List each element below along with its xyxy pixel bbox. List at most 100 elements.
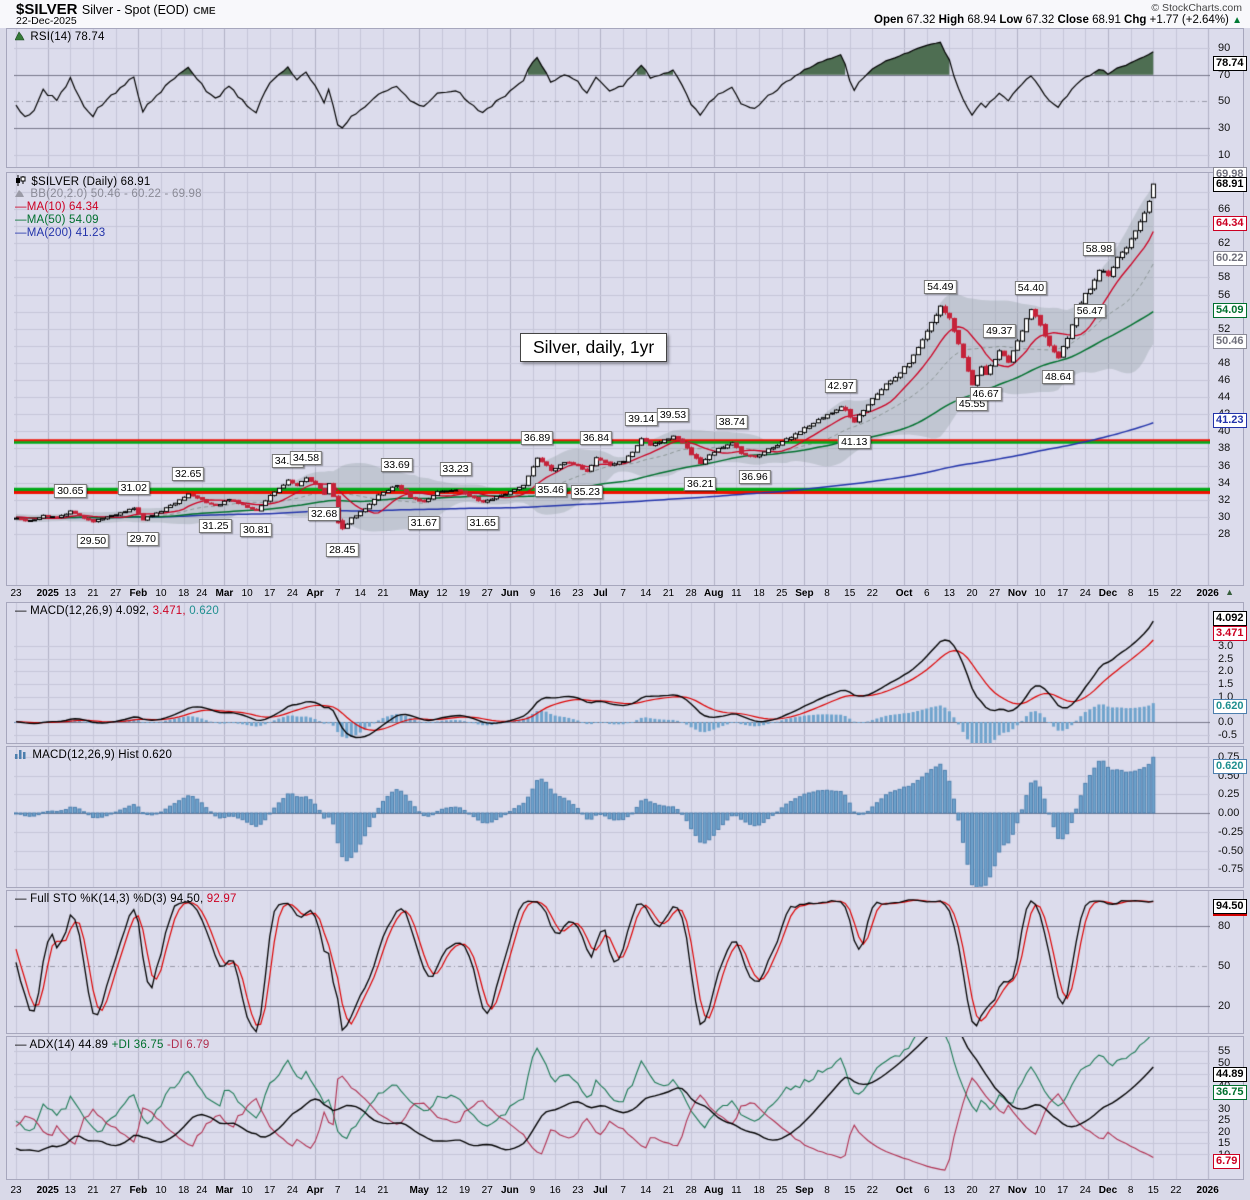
date-label: 10 — [155, 588, 167, 599]
rsi-axis: 90 70 50 30 10 78.74 — [1211, 29, 1247, 167]
date-label: Sep — [795, 588, 814, 599]
date-label: 2026 — [1196, 1185, 1219, 1196]
date-label: 22 — [1170, 588, 1182, 599]
ohlc-quote: Open 67.32 High 68.94 Low 67.32 Close 68… — [874, 14, 1242, 26]
date-label: 13 — [943, 1185, 955, 1196]
axis-tick-label: 1.5 — [1218, 677, 1234, 690]
date-axis-top: 23 2025 13 21 27 Feb 10 18 24 Mar 10 17 24 Apr 7 14 21 Ma… — [6, 587, 1244, 601]
axis-tick-label: 58 — [1218, 271, 1231, 284]
chart-date: 22-Dec-2025 — [16, 15, 77, 27]
axis-tick-label: 28 — [1218, 528, 1231, 540]
axis-tick-label: 48 — [1218, 356, 1231, 369]
axis-tick-label: 30 — [1218, 1102, 1231, 1115]
date-label: Oct — [895, 588, 913, 599]
axis-tick-label: 30 — [1218, 510, 1231, 523]
adx-plot-canvas[interactable] — [14, 1037, 1210, 1179]
date-label: 18 — [178, 1185, 190, 1196]
symbol: $SILVER — [16, 1, 78, 18]
date-label: 18 — [178, 588, 190, 599]
date-label: 24 — [286, 588, 298, 599]
axis-callout: 36.75 — [1213, 1085, 1247, 1101]
date-label: 15 — [844, 588, 856, 599]
axis-callout: 68.91 — [1213, 176, 1247, 192]
sto-d-value: 92.97 — [206, 893, 237, 905]
macd-signal-value: 3.471, — [152, 605, 186, 617]
axis-tick-label: 0.25 — [1218, 788, 1240, 801]
date-label: 27 — [481, 588, 493, 599]
adx-legend: — ADX(14) 44.89 +DI 36.75 -DI 6.79 — [15, 1039, 209, 1051]
macd-line-swatch: — — [15, 605, 27, 617]
price-legend-symbol: $SILVER (Daily) 68.91 — [15, 175, 202, 188]
candlestick-icon — [15, 175, 26, 190]
macd-hist-axis: 0.75 0.50 0.25 0.00 -0.25 -0.50 -0.75 0.620 — [1211, 747, 1247, 887]
date-label: Jun — [500, 588, 519, 599]
axis-tick-label: 20 — [1218, 999, 1231, 1012]
price-legend-ma200: —MA(200) 41.23 — [15, 227, 106, 239]
date-label: 9 — [529, 588, 536, 599]
price-legend: $SILVER (Daily) 68.91 BB(20,2.0) 50.46 -… — [15, 175, 202, 240]
date-label: 27 — [989, 588, 1001, 599]
date-label: 27 — [110, 1185, 122, 1196]
price-axis: 6662585652484644424038363432302869.9868.… — [1211, 167, 1247, 585]
date-label: Nov — [1007, 1185, 1027, 1196]
date-label: 24 — [196, 1185, 208, 1196]
high-value: 68.94 — [967, 14, 997, 26]
axis-tick-label: 50 — [1218, 1056, 1231, 1069]
macd-hist-plot-canvas[interactable] — [14, 747, 1210, 887]
axis-tick-label: 3.0 — [1218, 639, 1234, 652]
date-label: 17 — [264, 588, 276, 599]
date-label: 20 — [966, 588, 978, 599]
date-label: 14 — [354, 588, 366, 599]
axis-callout: 50.46 — [1213, 334, 1247, 350]
date-label: 11 — [731, 588, 742, 599]
date-label: 22 — [866, 1185, 878, 1196]
axis-callout: 64.34 — [1213, 215, 1247, 231]
macd-value: 4.092, — [116, 605, 150, 617]
axis-tick-label: 0.00 — [1218, 807, 1240, 819]
date-label: 12 — [436, 1185, 448, 1196]
price-legend-symbol-text: $SILVER (Daily) 68.91 — [31, 176, 151, 188]
axis-callout: 41.23 — [1213, 413, 1247, 429]
date-label: 18 — [753, 588, 765, 599]
axis-callout: 6.79 — [1213, 1154, 1241, 1170]
axis-tick-label: 90 — [1218, 42, 1231, 54]
date-label: 18 — [753, 1185, 765, 1196]
price-plot-canvas[interactable] — [14, 173, 1210, 585]
rsi-plot-canvas[interactable] — [14, 29, 1210, 167]
axis-tick-label: 38 — [1218, 442, 1231, 455]
date-label: 21 — [662, 588, 675, 599]
rsi-legend: RSI(14) 78.74 — [14, 31, 105, 44]
date-label: 21 — [87, 1185, 99, 1196]
date-label: 27 — [481, 1185, 493, 1196]
rsi-legend-text: RSI(14) 78.74 — [30, 31, 105, 43]
stochastics-plot-canvas[interactable] — [14, 891, 1210, 1033]
date-label: 24 — [1079, 1185, 1091, 1196]
date-label: 2025 — [36, 588, 59, 599]
axis-tick-label: 30 — [1218, 122, 1231, 135]
date-label: 17 — [1057, 588, 1069, 599]
date-label: 16 — [549, 1185, 561, 1196]
adx-line-swatch: — — [15, 1039, 27, 1051]
date-label: 24 — [196, 588, 208, 599]
date-axis-bottom: 23 2025 13 21 27 Feb 10 18 24 Mar 10 17 24 Apr 7 14 21 Ma… — [6, 1184, 1244, 1198]
panel-arrow-icon: ▲ — [1225, 587, 1234, 597]
macd-plot-canvas[interactable] — [14, 603, 1210, 743]
date-label: 10 — [155, 1185, 167, 1196]
axis-tick-label: 62 — [1218, 237, 1231, 250]
date-label: Apr — [306, 1185, 324, 1196]
date-label: 11 — [731, 1185, 742, 1196]
price-legend-ma50: —MA(50) 54.09 — [15, 214, 99, 226]
date-label: Dec — [1098, 1185, 1118, 1196]
sto-line-swatch: — — [15, 893, 27, 905]
date-label: 15 — [1147, 588, 1159, 599]
axis-tick-label: 40 — [1218, 425, 1231, 438]
di-minus-value: -DI 6.79 — [166, 1039, 210, 1051]
rsi-panel: RSI(14) 78.74 90 70 50 30 10 78.74 — [6, 28, 1247, 168]
axis-tick-label: 0.0 — [1218, 716, 1234, 728]
date-label: 28 — [685, 1185, 697, 1196]
date-label: 9 — [529, 1185, 536, 1196]
date-label: Sep — [795, 1185, 814, 1196]
date-label: 23 — [10, 588, 22, 599]
date-label: 13 — [64, 1185, 76, 1196]
